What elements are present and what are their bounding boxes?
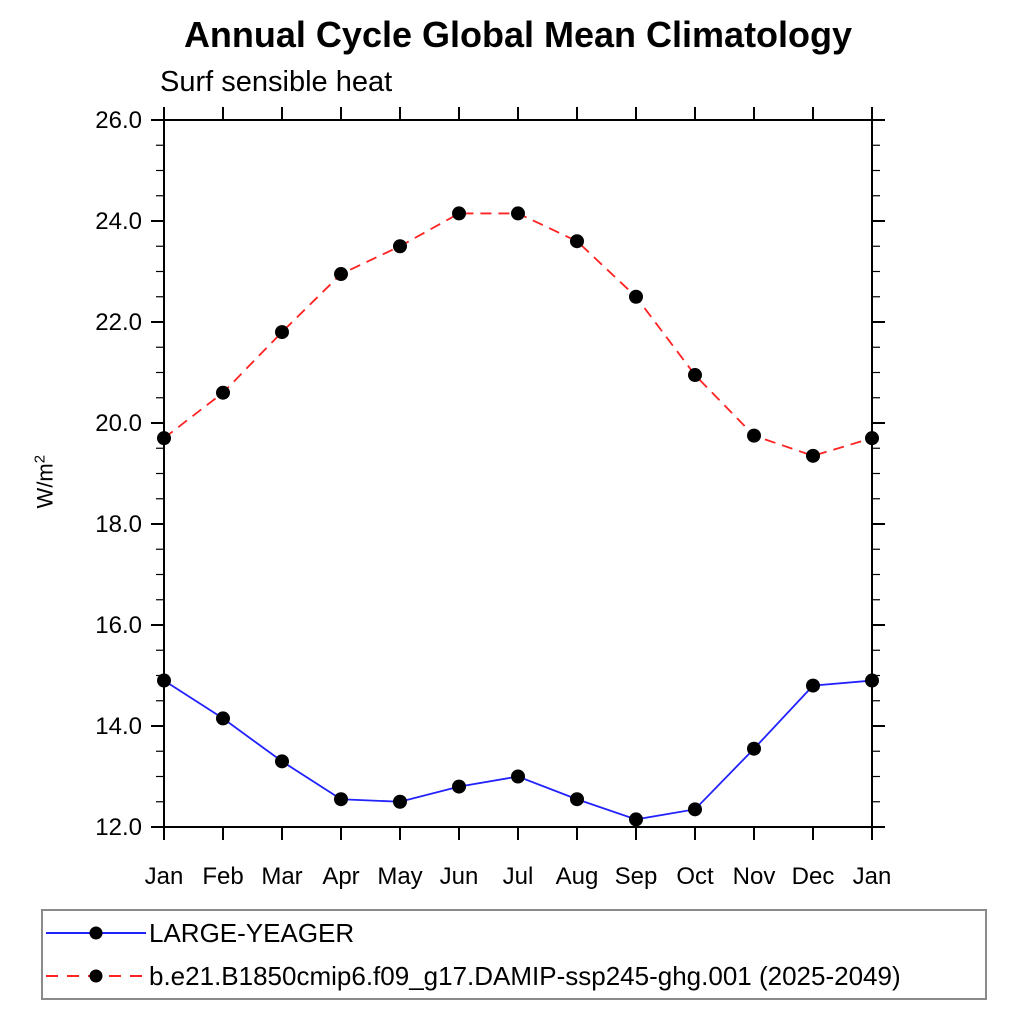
svg-text:Feb: Feb [202, 863, 243, 890]
legend-item-damip: b.e21.B1850cmip6.f09_g17.DAMIP-ssp245-gh… [43, 958, 985, 994]
svg-text:18.0: 18.0 [95, 511, 142, 538]
svg-text:Dec: Dec [792, 863, 835, 890]
svg-text:20.0: 20.0 [95, 410, 142, 437]
legend-blue-line-marker-icon [46, 926, 146, 940]
legend-box: LARGE-YEAGER b.e21.B1850cmip6.f09_g17.DA… [41, 909, 987, 1000]
svg-text:Jan: Jan [145, 863, 184, 890]
legend-label-damip: b.e21.B1850cmip6.f09_g17.DAMIP-ssp245-gh… [149, 960, 901, 991]
svg-text:12.0: 12.0 [95, 814, 142, 841]
svg-text:24.0: 24.0 [95, 208, 142, 235]
svg-text:Jan: Jan [853, 863, 892, 890]
svg-text:Jun: Jun [440, 863, 479, 890]
svg-text:Mar: Mar [261, 863, 302, 890]
legend-label-large-yeager: LARGE-YEAGER [149, 917, 355, 948]
svg-text:16.0: 16.0 [95, 612, 142, 639]
svg-text:26.0: 26.0 [95, 107, 142, 134]
svg-text:Aug: Aug [556, 863, 599, 890]
legend-item-large-yeager: LARGE-YEAGER [43, 915, 985, 951]
svg-text:Apr: Apr [322, 863, 359, 890]
svg-text:22.0: 22.0 [95, 309, 142, 336]
svg-text:Nov: Nov [733, 863, 776, 890]
legend-red-dashed-line-marker-icon [46, 969, 146, 983]
svg-text:Oct: Oct [676, 863, 714, 890]
svg-text:Sep: Sep [615, 863, 658, 890]
chart-title: Annual Cycle Global Mean Climatology [183, 14, 853, 55]
svg-text:Jul: Jul [503, 863, 534, 890]
svg-text:14.0: 14.0 [95, 713, 142, 740]
chart-subtitle: Surf sensible heat [160, 66, 393, 98]
svg-text:May: May [377, 863, 422, 890]
